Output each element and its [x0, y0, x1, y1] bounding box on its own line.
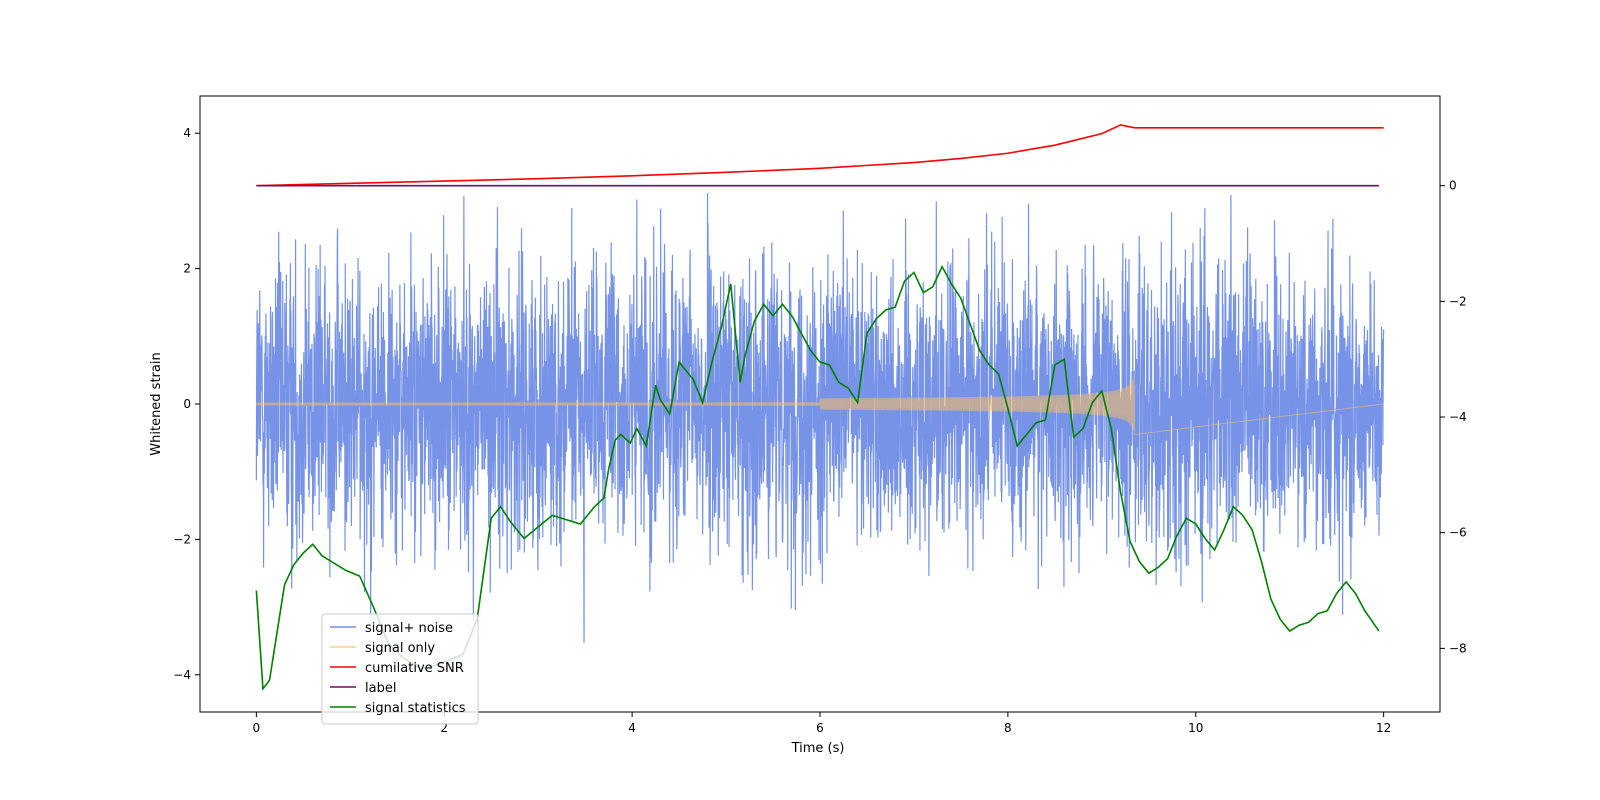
legend-label: cumilative SNR [365, 661, 464, 676]
x-axis-label: Time (s) [791, 741, 845, 756]
y-axis-label: Whitened strain [149, 352, 164, 455]
y-tick-label: 0 [183, 397, 191, 411]
series-signal-noise [255, 192, 1385, 643]
legend-label: signal statistics [365, 701, 466, 716]
y-tick-label: 2 [183, 262, 191, 276]
y2-tick-label: −2 [1449, 294, 1467, 308]
y-tick-label: 4 [183, 126, 191, 140]
legend-label: label [365, 681, 396, 696]
legend-label: signal only [365, 641, 435, 656]
x-tick-label: 2 [440, 721, 448, 735]
legend-box [321, 613, 479, 725]
y-tick-label: −4 [173, 668, 191, 682]
series-signal-only [255, 375, 1384, 436]
x-tick-label: 0 [253, 721, 261, 735]
y2-tick-label: −4 [1449, 410, 1467, 424]
y2-tick-label: −8 [1449, 641, 1467, 655]
series-signal-statistics [255, 264, 1380, 692]
y2-tick-label: 0 [1449, 179, 1457, 193]
x-tick-label: 12 [1376, 721, 1391, 735]
legend-label: signal+ noise [365, 621, 453, 636]
x-tick-label: 10 [1188, 721, 1203, 735]
y-tick-label: −2 [173, 532, 191, 546]
legend: signal+ noise signal only cumilative SNR la… [321, 613, 479, 725]
x-tick-label: 6 [816, 721, 824, 735]
series-cumilative-snr [256, 124, 1384, 187]
y2-tick-label: −6 [1449, 526, 1467, 540]
x-tick-label: 8 [1004, 721, 1012, 735]
x-tick-label: 4 [628, 721, 636, 735]
